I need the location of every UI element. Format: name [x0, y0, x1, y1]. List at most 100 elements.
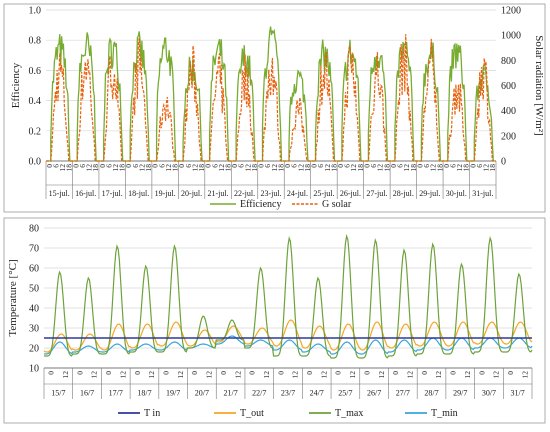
hour-tick-label: 0: [276, 371, 285, 375]
hour-tick-label: 12: [111, 164, 120, 172]
hour-tick-label: 18: [197, 164, 206, 172]
hour-tick-label: 18: [65, 164, 74, 172]
day-label: 20/7: [195, 389, 209, 398]
hour-tick-label: 6: [104, 164, 113, 168]
y-right-tick-label: 200: [501, 131, 516, 142]
y-right-tick-label: 800: [501, 56, 516, 67]
hour-tick-label: 0: [98, 164, 107, 168]
hour-tick-label: 0: [336, 164, 345, 168]
hour-tick-label: 0: [204, 164, 213, 168]
hour-tick-label: 0: [449, 371, 458, 375]
y-tick-label: 70: [29, 244, 39, 255]
hour-tick-label: 6: [316, 164, 325, 168]
hour-tick-label: 18: [91, 164, 100, 172]
hour-tick-label: 12: [406, 371, 415, 379]
hour-tick-label: 0: [415, 164, 424, 168]
day-label: 26/7: [367, 389, 381, 398]
y-right-tick-label: 0: [501, 157, 506, 168]
series-efficiency-line: [46, 26, 496, 162]
hour-tick-label: 0: [420, 371, 429, 375]
hour-tick-label: 12: [137, 164, 146, 172]
hour-tick-label: 18: [303, 164, 312, 172]
hour-tick-label: 0: [305, 371, 314, 375]
legend-g-solar-label: G solar: [322, 199, 352, 210]
hour-tick-label: 12: [233, 371, 242, 379]
hour-tick-label: 0: [257, 164, 266, 168]
hour-tick-label: 12: [190, 164, 199, 172]
hour-tick-label: 18: [250, 164, 259, 172]
hour-tick-label: 0: [506, 371, 515, 375]
hour-tick-label: 12: [164, 164, 173, 172]
series-g-solar-line: [46, 34, 496, 162]
y-tick-label: 50: [29, 284, 39, 295]
hour-tick-label: 12: [482, 164, 491, 172]
hour-tick-label: 12: [376, 164, 385, 172]
day-label: 23/7: [281, 389, 295, 398]
hour-tick-label: 0: [151, 164, 160, 168]
hour-tick-label: 18: [171, 164, 180, 172]
hour-tick-label: 0: [219, 371, 228, 375]
hour-tick-label: 18: [462, 164, 471, 172]
hour-tick-label: 12: [176, 371, 185, 379]
day-label: 16/7: [80, 389, 94, 398]
series-t-max-line: [44, 233, 533, 359]
hour-tick-label: 0: [362, 371, 371, 375]
y-left-tick-label: 0.2: [29, 126, 42, 137]
hour-tick-label: 0: [71, 164, 80, 168]
hour-tick-label: 6: [210, 164, 219, 168]
hour-tick-label: 18: [356, 164, 365, 172]
hour-tick-label: 12: [348, 371, 357, 379]
hour-tick-label: 12: [492, 371, 501, 379]
hour-tick-label: 18: [276, 164, 285, 172]
day-label: 24/7: [310, 389, 324, 398]
day-label: 22/7: [252, 389, 266, 398]
day-label: 19-jul.: [155, 189, 176, 198]
hour-tick-label: 0: [334, 371, 343, 375]
hour-tick-label: 18: [329, 164, 338, 172]
hour-tick-label: 12: [434, 371, 443, 379]
hour-tick-label: 6: [157, 164, 166, 168]
hour-tick-label: 12: [429, 164, 438, 172]
temperature-chart: 10 20 30 40 50 60 70 80 Temperature [°C] 0 12 15/7 0…: [3, 217, 546, 424]
hour-tick-label: 12: [319, 371, 328, 379]
day-label: 31/7: [511, 389, 525, 398]
hour-tick-label: 0: [391, 371, 400, 375]
hour-tick-label: 18: [409, 164, 418, 172]
hour-tick-label: 6: [422, 164, 431, 168]
hour-tick-label: 0: [248, 371, 257, 375]
y-tick-label: 30: [29, 324, 39, 335]
day-label: 25/7: [338, 389, 352, 398]
hour-tick-label: 12: [270, 164, 279, 172]
hour-tick-label: 18: [223, 164, 232, 172]
hour-tick-label: 0: [104, 371, 113, 375]
hour-tick-label: 6: [343, 164, 352, 168]
hour-tick-label: 12: [296, 164, 305, 172]
hour-tick-label: 0: [468, 164, 477, 168]
day-label: 17/7: [109, 389, 123, 398]
hour-tick-label: 6: [290, 164, 299, 168]
hour-tick-label: 12: [520, 371, 529, 379]
hour-tick-label: 18: [118, 164, 127, 172]
y-tick-label: 80: [29, 224, 39, 235]
y-left-tick-label: 0.4: [29, 96, 42, 107]
day-label: 16-jul.: [75, 189, 96, 198]
hour-tick-label: 12: [243, 164, 252, 172]
day-label: 28/7: [424, 389, 438, 398]
hour-tick-label: 0: [389, 164, 398, 168]
efficiency-solar-chart: 0.00.20.40.60.81.0020040060080010001200E…: [3, 3, 546, 213]
day-label: 23-jul.: [260, 189, 281, 198]
day-label: 15-jul.: [49, 189, 70, 198]
y-left-tick-label: 0.6: [29, 66, 42, 77]
y-tick-label: 60: [29, 264, 39, 275]
y-left-tick-label: 0.0: [29, 157, 42, 168]
day-label: 29/7: [453, 389, 467, 398]
day-label: 20-jul.: [181, 189, 202, 198]
hour-tick-label: 0: [283, 164, 292, 168]
day-label: 21/7: [223, 389, 237, 398]
y-right-axis-label: Solar radiation [W/m²]: [533, 35, 545, 135]
hour-tick-label: 12: [217, 164, 226, 172]
y-tick-label: 10: [29, 364, 39, 375]
hour-tick-label: 0: [230, 164, 239, 168]
hour-tick-label: 6: [475, 164, 484, 168]
hour-tick-label: 12: [455, 164, 464, 172]
